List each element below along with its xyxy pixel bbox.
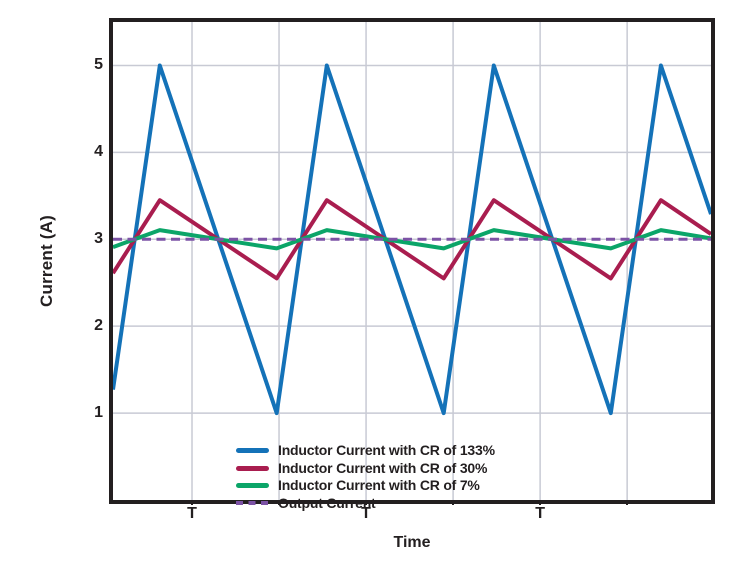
x-tick-label: T	[187, 505, 197, 522]
legend-swatch-line-icon	[236, 448, 269, 454]
legend-label: Inductor Current with CR of 133%	[278, 442, 495, 458]
y-tick-label: 2	[94, 317, 103, 335]
legend-item: Output Current	[236, 495, 495, 513]
waveform-svg	[113, 22, 711, 500]
legend-label: Inductor Current with CR of 7%	[278, 477, 480, 493]
legend-swatch-line-icon	[236, 465, 269, 471]
x-tick-mark	[191, 500, 193, 505]
legend-swatch-line-icon	[236, 483, 269, 489]
legend-label: Output Current	[278, 494, 376, 511]
legend-label: Inductor Current with CR of 30%	[278, 459, 488, 476]
legend-item: Inductor Current with CR of 7%	[236, 477, 495, 495]
y-tick-label: 4	[94, 143, 103, 161]
plot-area: Inductor Current with CR of 133% Inductor…	[109, 18, 715, 511]
y-tick-label: 3	[94, 230, 103, 248]
y-axis-title: Current (A)	[37, 215, 56, 307]
legend-item: Inductor Current with CR of 133%	[236, 442, 495, 460]
x-tick-mark	[278, 500, 281, 505]
series-line-1	[113, 198, 711, 281]
x-tick-label: T	[535, 505, 545, 522]
x-tick-label: T	[361, 505, 371, 522]
x-tick-mark	[452, 500, 455, 505]
legend-swatch-dashed-line-icon	[236, 501, 269, 506]
x-tick-mark	[626, 500, 629, 505]
x-tick-mark	[539, 500, 542, 505]
x-axis-title: Time	[393, 534, 431, 551]
legend: Inductor Current with CR of 133% Inductor…	[236, 442, 495, 512]
series-line-2	[113, 228, 711, 251]
y-tick-label: 1	[94, 404, 103, 422]
series-line-0	[113, 63, 711, 416]
y-tick-label: 5	[94, 56, 103, 74]
x-tick-mark	[365, 500, 368, 505]
legend-item: Inductor Current with CR of 30%	[236, 460, 495, 478]
